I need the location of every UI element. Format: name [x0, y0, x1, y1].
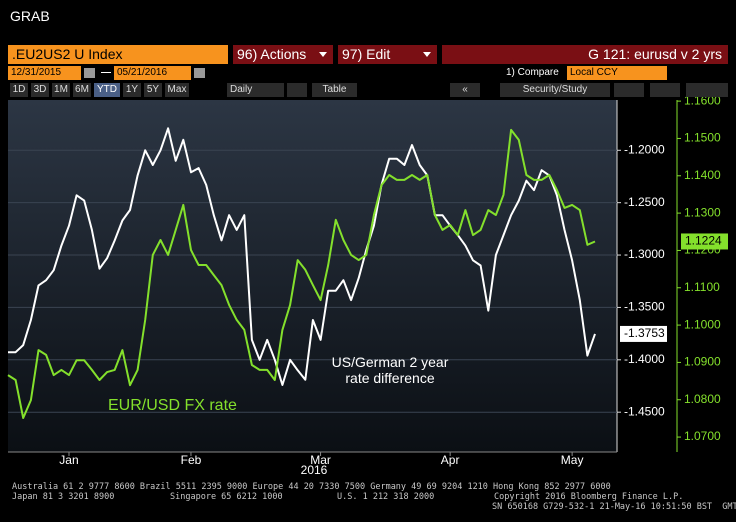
y2-tick-label: 1.1100 [684, 280, 720, 294]
y2-tick-label: 1.1000 [684, 317, 721, 331]
period-button[interactable]: 1M [52, 83, 70, 97]
security-field[interactable]: .EU2US2 U Index [8, 45, 228, 64]
plot-background [8, 100, 617, 452]
y-tick-label: -1.2500 [624, 195, 665, 209]
series-line [8, 127, 596, 386]
settings-button[interactable] [686, 83, 728, 97]
y-tick-label: -1.2000 [624, 142, 665, 156]
frequency-menu[interactable]: Daily [227, 83, 284, 97]
actions-label: 96) Actions [237, 46, 307, 62]
table-button[interactable]: Table [312, 83, 357, 97]
x-tick-label: Feb [181, 453, 202, 467]
y-tick-label: -1.3000 [624, 247, 665, 261]
y2-tick-label: 1.0900 [684, 355, 721, 369]
last-value-label: 1.1224 [685, 234, 722, 248]
last-value-label: -1.3753 [624, 326, 665, 340]
window-title: GRAB [10, 8, 50, 24]
x-tick-label: Apr [441, 453, 460, 467]
y2-tick-label: 1.0800 [684, 392, 721, 406]
x-sublabel: 2016 [301, 463, 328, 477]
flag-button[interactable] [614, 83, 644, 97]
x-tick-label: Jan [59, 453, 78, 467]
currency-field[interactable]: Local CCY [567, 66, 667, 80]
footer-line: Japan 81 3 3201 8900 [12, 492, 115, 502]
period-button[interactable]: Max [165, 83, 189, 97]
footer-line: Copyright 2016 Bloomberg Finance L.P. [494, 492, 684, 502]
compare-label[interactable]: 1) Compare [506, 67, 559, 78]
period-button[interactable]: 5Y [144, 83, 162, 97]
calendar-icon[interactable] [194, 68, 205, 78]
period-button[interactable]: 6M [73, 83, 91, 97]
period-button[interactable]: 1D [10, 83, 28, 97]
chart-name: G 121: eurusd v 2 yrs [442, 45, 728, 64]
actions-menu[interactable]: 96) Actions [233, 45, 333, 64]
series-annotation: EUR/USD FX rate [108, 397, 237, 414]
edit-label: 97) Edit [342, 46, 391, 62]
series-annotation: US/German 2 year rate difference [331, 354, 449, 386]
period-button[interactable]: 3D [31, 83, 49, 97]
date-dash [101, 72, 111, 73]
collapse-button[interactable]: « [450, 83, 480, 97]
security-study-button[interactable]: Security/Study [500, 83, 610, 97]
last-value-box [620, 325, 667, 342]
edit-button[interactable] [650, 83, 680, 97]
footer-line: SN 650168 G729-532-1 21-May-16 10:51:50 … [492, 502, 736, 512]
x-tick-label: Mar [310, 453, 331, 467]
footer-line: Singapore 65 6212 1000 [170, 492, 283, 502]
y-tick-label: -1.3500 [624, 300, 665, 314]
edit-menu[interactable]: 97) Edit [338, 45, 437, 64]
footer-line: U.S. 1 212 318 2000 [337, 492, 435, 502]
series-line [7, 128, 596, 419]
y-tick-label: -1.4500 [624, 404, 665, 418]
y2-tick-label: 1.0700 [684, 429, 721, 443]
start-date[interactable]: 12/31/2015 [8, 66, 81, 80]
y2-tick-label: 1.1500 [684, 131, 721, 145]
y-tick-label: -1.4000 [624, 352, 665, 366]
calendar-icon[interactable] [84, 68, 95, 78]
last-value-box [681, 233, 728, 250]
period-button[interactable]: YTD [94, 83, 120, 97]
y2-tick-label: 1.1400 [684, 168, 721, 182]
end-date[interactable]: 05/21/2016 [114, 66, 191, 80]
y2-tick-label: 1.1300 [684, 205, 721, 219]
x-tick-label: May [561, 453, 584, 467]
footer-line: Australia 61 2 9777 8600 Brazil 5511 239… [12, 482, 611, 492]
period-button[interactable]: 1Y [123, 83, 141, 97]
chart-icon[interactable] [287, 83, 307, 97]
